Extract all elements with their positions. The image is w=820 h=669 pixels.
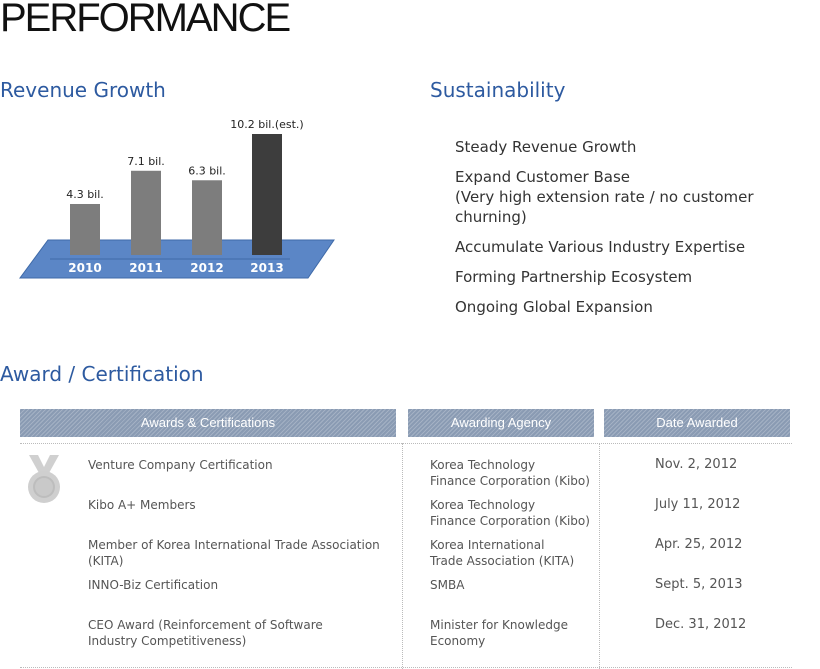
award-agency-line: Economy — [430, 634, 486, 648]
award-name: Kibo A+ Members — [88, 497, 408, 513]
header-awards-certifications: Awards & Certifications — [20, 409, 396, 437]
award-agency: SMBA — [430, 577, 600, 593]
revenue-chart-svg: 4.3 bil. 2010 7.1 bil. 2011 6.3 bil. 2012 10.2… — [19, 118, 335, 279]
sustainability-item-label: Expand Customer Base — [455, 168, 631, 186]
award-name-line: Member of Korea International Trade Asso… — [88, 538, 380, 568]
revenue-growth-title: Revenue Growth — [0, 78, 166, 102]
column-divider — [402, 443, 403, 669]
category-label-2012: 2012 — [190, 261, 223, 275]
page-title: PERFORMANCE — [0, 0, 291, 40]
award-name: Venture Company Certification — [88, 457, 408, 473]
sustainability-list: Steady Revenue Growth Expand Customer Ba… — [455, 137, 820, 327]
award-name-line: INNO-Biz Certification — [88, 578, 219, 592]
award-date: Apr. 25, 2012 — [655, 537, 743, 552]
award-date: July 11, 2012 — [655, 497, 741, 512]
sustainability-item: Accumulate Various Industry Expertise — [455, 237, 820, 257]
bar-2013 — [252, 134, 282, 255]
award-name-line: Venture Company Certification — [88, 458, 273, 472]
sustainability-item: Steady Revenue Growth — [455, 137, 820, 157]
award-name-line: Kibo A+ Members — [88, 498, 196, 512]
award-agency-line: Minister for Knowledge — [430, 618, 568, 632]
data-label-2012: 6.3 bil. — [188, 164, 226, 177]
award-certification-title: Award / Certification — [0, 362, 204, 386]
award-agency-line: Korea Technology — [430, 498, 536, 512]
sustainability-item: Expand Customer Base (Very high extensio… — [455, 167, 820, 227]
table-divider — [20, 443, 792, 444]
award-date: Dec. 31, 2012 — [655, 617, 747, 632]
table-divider — [20, 667, 792, 668]
award-agency-line: Finance Corporation (Kibo) — [430, 474, 590, 488]
medal-icon — [28, 455, 60, 503]
table-row: INNO-Biz Certification SMBA Sept. 5, 201… — [20, 577, 792, 617]
award-agency: Korea International Trade Association (K… — [430, 537, 600, 569]
sustainability-item: Forming Partnership Ecosystem — [455, 267, 820, 287]
sustainability-title: Sustainability — [430, 78, 566, 102]
data-label-2013: 10.2 bil.(est.) — [230, 118, 303, 131]
category-label-2010: 2010 — [68, 261, 101, 275]
award-agency-line: Korea Technology — [430, 458, 536, 472]
table-row: Kibo A+ Members Korea Technology Finance… — [20, 497, 792, 537]
sustainability-item-label: Ongoing Global Expansion — [455, 298, 653, 316]
award-agency-line: SMBA — [430, 578, 465, 592]
award-agency: Korea Technology Finance Corporation (Ki… — [430, 497, 600, 529]
award-name: INNO-Biz Certification — [88, 577, 408, 593]
award-agency: Korea Technology Finance Corporation (Ki… — [430, 457, 600, 489]
sustainability-item-label: Forming Partnership Ecosystem — [455, 268, 693, 286]
award-agency-line: Finance Corporation (Kibo) — [430, 514, 590, 528]
award-agency-line: Trade Association (KITA) — [430, 554, 575, 568]
column-divider — [599, 443, 600, 669]
data-label-2010: 4.3 bil. — [66, 188, 104, 201]
data-label-2011: 7.1 bil. — [127, 155, 165, 168]
award-table: Awards & Certifications Awarding Agency … — [20, 409, 792, 669]
table-row: Venture Company Certification Korea Tech… — [20, 457, 792, 497]
sustainability-item-label: Steady Revenue Growth — [455, 138, 637, 156]
award-name-line: CEO Award (Reinforcement of Software — [88, 618, 323, 632]
bar-2010 — [70, 203, 100, 255]
category-label-2013: 2013 — [250, 261, 283, 275]
bar-2011 — [131, 170, 161, 255]
award-name-line: Industry Competitiveness) — [88, 634, 247, 648]
sustainability-item: Ongoing Global Expansion — [455, 297, 820, 317]
award-name: Member of Korea International Trade Asso… — [88, 537, 408, 569]
sustainability-item-label: Accumulate Various Industry Expertise — [455, 238, 746, 256]
revenue-chart: 4.3 bil. 2010 7.1 bil. 2011 6.3 bil. 2012 10.2… — [18, 112, 338, 282]
award-date: Nov. 2, 2012 — [655, 457, 738, 472]
sustainability-item-sub: (Very high extension rate / no customer … — [455, 188, 754, 226]
award-date: Sept. 5, 2013 — [655, 577, 743, 592]
header-awarding-agency: Awarding Agency — [408, 409, 594, 437]
award-agency: Minister for Knowledge Economy — [430, 617, 600, 649]
bar-2012 — [192, 180, 222, 255]
table-row: CEO Award (Reinforcement of Software Ind… — [20, 617, 792, 657]
award-agency-line: Korea International — [430, 538, 545, 552]
category-label-2011: 2011 — [129, 261, 162, 275]
header-date-awarded: Date Awarded — [604, 409, 790, 437]
award-name: CEO Award (Reinforcement of Software Ind… — [88, 617, 408, 649]
table-row: Member of Korea International Trade Asso… — [20, 537, 792, 577]
